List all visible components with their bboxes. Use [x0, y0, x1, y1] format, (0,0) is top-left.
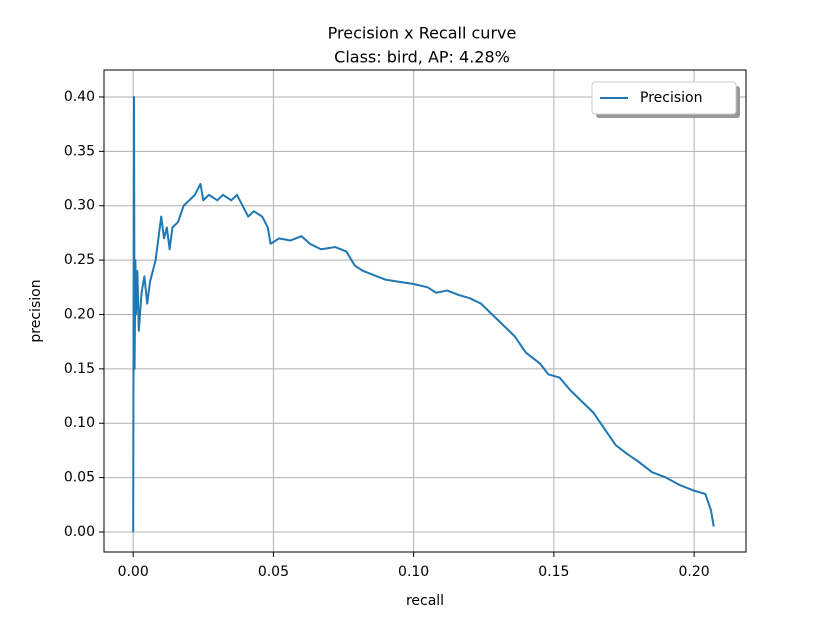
y-tick-label: 0.10: [64, 415, 95, 431]
x-axis-label: recall: [406, 593, 444, 609]
y-tick-label: 0.00: [64, 524, 95, 540]
y-tick-label: 0.25: [64, 252, 95, 268]
legend-label: Precision: [640, 90, 702, 106]
data-line: [132, 95, 715, 532]
y-axis-label: precision: [28, 279, 44, 342]
y-tick-label: 0.15: [64, 361, 95, 377]
y-tick-label: 0.40: [64, 89, 95, 105]
y-tick-label: 0.35: [64, 143, 95, 159]
legend-box: [591, 81, 737, 115]
chart-subtitle: Class: bird, AP: 4.28%: [334, 48, 510, 67]
y-tick-label: 0.20: [64, 306, 95, 322]
x-tick-label: 0.15: [538, 564, 569, 580]
axes-frame: [103, 69, 747, 553]
chart-title: Precision x Recall curve: [328, 24, 517, 43]
x-tick-label: 0.10: [398, 564, 429, 580]
y-tick-label: 0.30: [64, 198, 95, 214]
x-tick-label: 0.00: [118, 564, 149, 580]
x-tick-label: 0.05: [258, 564, 289, 580]
y-tick-label: 0.05: [64, 470, 95, 486]
x-tick-label: 0.20: [679, 564, 710, 580]
